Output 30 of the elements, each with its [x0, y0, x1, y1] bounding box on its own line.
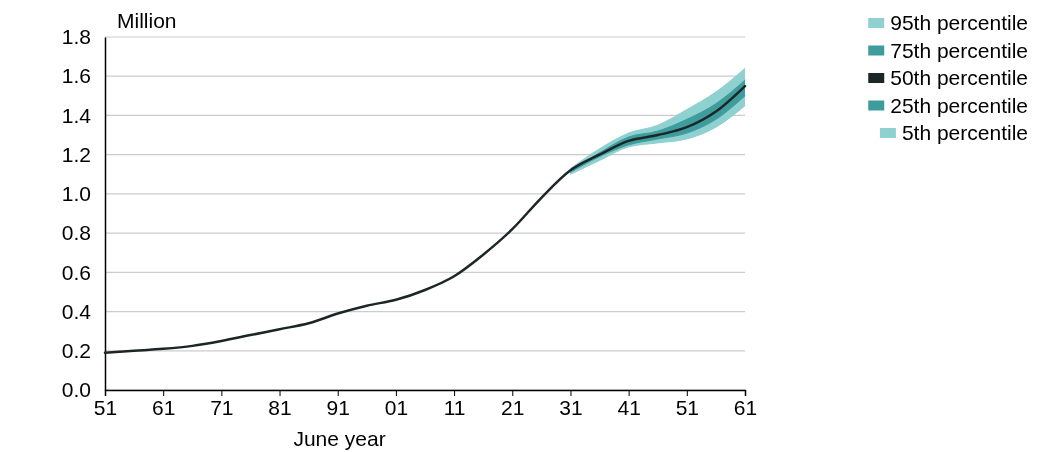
legend-label: 25th percentile [890, 93, 1028, 117]
y-tick-label: 1.0 [61, 182, 91, 206]
x-tick-label: 11 [443, 395, 466, 419]
x-tick-label: 81 [268, 395, 292, 419]
y-tick-label: 1.8 [61, 25, 91, 49]
x-tick-label: 21 [501, 395, 525, 419]
y-tick-label: 0.4 [61, 299, 92, 323]
y-tick-label: 1.2 [61, 142, 91, 166]
y-tick-label: 1.4 [61, 103, 92, 127]
x-tick-label: 71 [210, 395, 234, 419]
legend-label: 50th percentile [890, 66, 1028, 89]
x-tick-label: 61 [733, 395, 758, 419]
y-tick-label: 0.6 [61, 260, 91, 284]
y-tick-label: 0.8 [61, 221, 91, 245]
x-tick-label: 91 [326, 395, 350, 419]
y-tick-label: 0.2 [61, 339, 91, 362]
x-axis-title: June year [293, 427, 386, 450]
x-tick-label: 41 [617, 395, 641, 419]
legend-label: 5th percentile [901, 121, 1028, 144]
legend-label: 75th percentile [890, 38, 1028, 62]
x-tick-label: 01 [384, 395, 409, 419]
x-tick-label: 51 [675, 395, 699, 419]
legend-label: 95th percentile [890, 11, 1028, 34]
x-tick-label: 51 [93, 395, 118, 419]
line-series [103, 84, 747, 354]
y-axis-title: Million [117, 9, 177, 32]
y-tick-label: 1.6 [61, 64, 91, 88]
x-tick-label: 31 [559, 395, 583, 419]
x-tick-label: 61 [152, 395, 176, 419]
y-tick-label: 0.0 [61, 378, 91, 402]
